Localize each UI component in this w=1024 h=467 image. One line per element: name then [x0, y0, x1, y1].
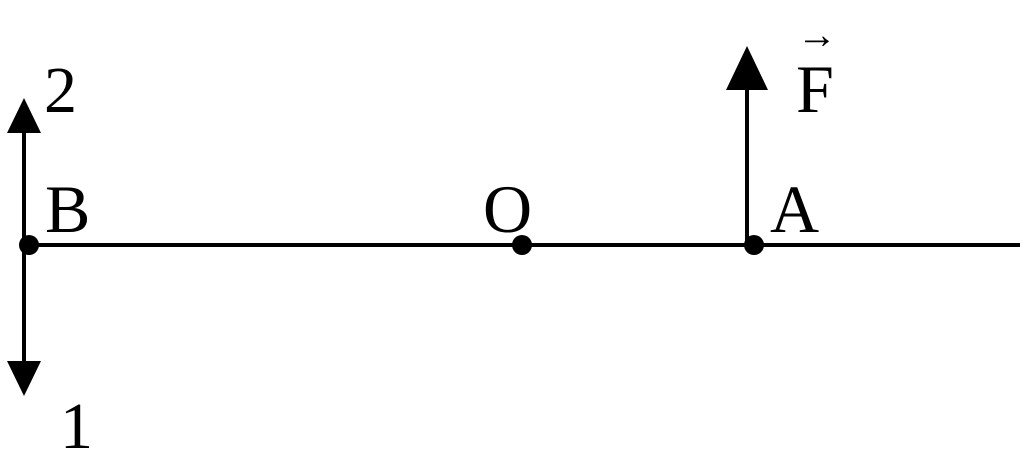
label-force-f: F	[796, 51, 834, 127]
vector-arrow-mark: →	[797, 12, 837, 57]
arrowhead-down-direction-1	[7, 361, 41, 396]
point-b-dot	[19, 235, 39, 255]
force-vector-arrowhead	[726, 46, 768, 90]
label-direction-1: 1	[60, 390, 93, 463]
label-b: B	[45, 171, 90, 247]
arrowhead-up-direction-2	[7, 98, 41, 133]
label-o: O	[483, 171, 532, 247]
point-a-dot	[744, 235, 764, 255]
label-a: A	[770, 171, 819, 247]
point-o-dot	[512, 235, 532, 255]
label-direction-2: 2	[44, 54, 77, 127]
